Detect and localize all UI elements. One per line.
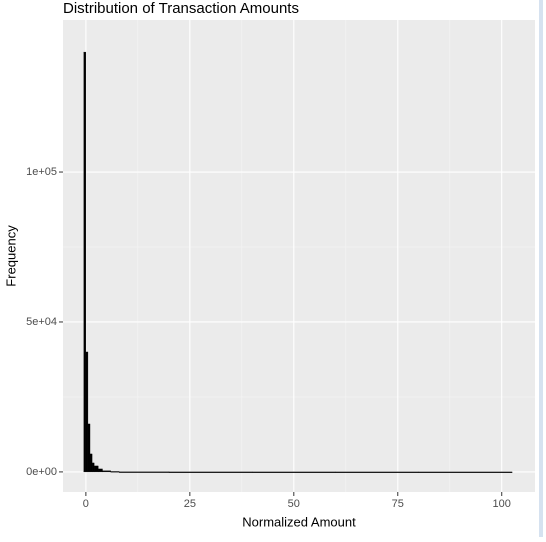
bar xyxy=(98,468,103,473)
bar xyxy=(83,51,87,473)
bar xyxy=(252,471,336,473)
x-tick-label: 0 xyxy=(83,498,89,510)
y-tick-label: 1e+05 xyxy=(26,166,57,178)
y-tick-label: 0e+00 xyxy=(26,466,57,478)
x-tick-label: 25 xyxy=(184,498,196,510)
bar xyxy=(85,351,89,473)
x-tick-label: 100 xyxy=(493,498,511,510)
bar xyxy=(118,471,170,473)
bar xyxy=(94,465,99,473)
bar xyxy=(87,423,91,473)
bar xyxy=(91,462,95,473)
bar xyxy=(102,470,111,473)
plot-panel xyxy=(63,20,535,492)
bar xyxy=(418,471,513,473)
y-tick-label: 5e+04 xyxy=(26,316,57,328)
x-axis-title: Normalized Amount xyxy=(242,514,356,529)
x-tick-label: 75 xyxy=(392,498,404,510)
x-tick-label: 50 xyxy=(288,498,300,510)
bar xyxy=(89,453,93,473)
bar xyxy=(110,471,120,473)
chart-title: Distribution of Transaction Amounts xyxy=(63,0,299,17)
bar xyxy=(168,471,253,473)
bar xyxy=(335,471,419,473)
y-axis-title: Frequency xyxy=(3,225,18,287)
